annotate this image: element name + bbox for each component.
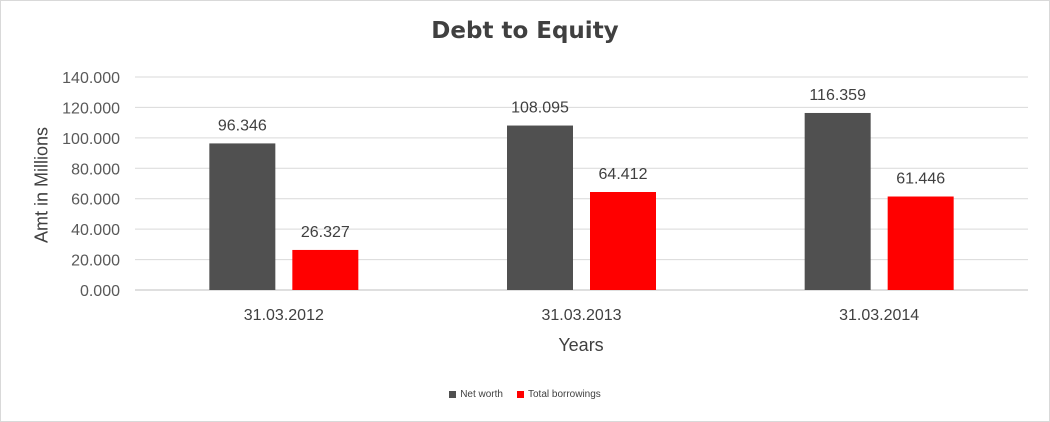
data-label: 116.359 [809,87,866,104]
bar [887,196,954,290]
legend-label-net-worth: Net worth [460,389,503,400]
y-tick-label: 140.000 [62,70,120,87]
data-label: 26.327 [301,224,350,241]
bar [804,112,871,290]
y-tick-label: 60.000 [71,192,120,209]
x-axis-label: Years [558,335,604,355]
y-tick-label: 120.000 [62,100,120,117]
bar [507,125,573,291]
chart-title: Debt to Equity [431,18,619,44]
y-tick-label: 0.000 [80,283,120,300]
legend-item-net-worth: Net worth [449,389,503,400]
bar [209,143,276,290]
x-tick-label: 31.03.2014 [839,307,919,324]
x-tick-label: 31.03.2012 [244,307,324,324]
legend: Net worth Total borrowings [0,389,1050,400]
data-label: 108.095 [511,100,569,117]
bar [590,192,656,290]
y-tick-label: 20.000 [71,253,120,270]
bar [292,249,359,290]
legend-label-total-borrowings: Total borrowings [527,389,601,400]
legend-swatch-net-worth [449,391,457,398]
y-tick-label: 100.000 [62,131,120,148]
data-label: 96.346 [218,117,267,134]
legend-item-total-borrowings: Total borrowings [516,389,601,400]
y-tick-label: 80.000 [71,161,120,178]
x-tick-label: 31.03.2013 [541,307,621,324]
legend-swatch-total-borrowings [516,391,524,398]
data-label: 61.446 [896,171,945,188]
data-label: 64.412 [599,166,648,183]
y-tick-label: 40.000 [71,222,120,239]
